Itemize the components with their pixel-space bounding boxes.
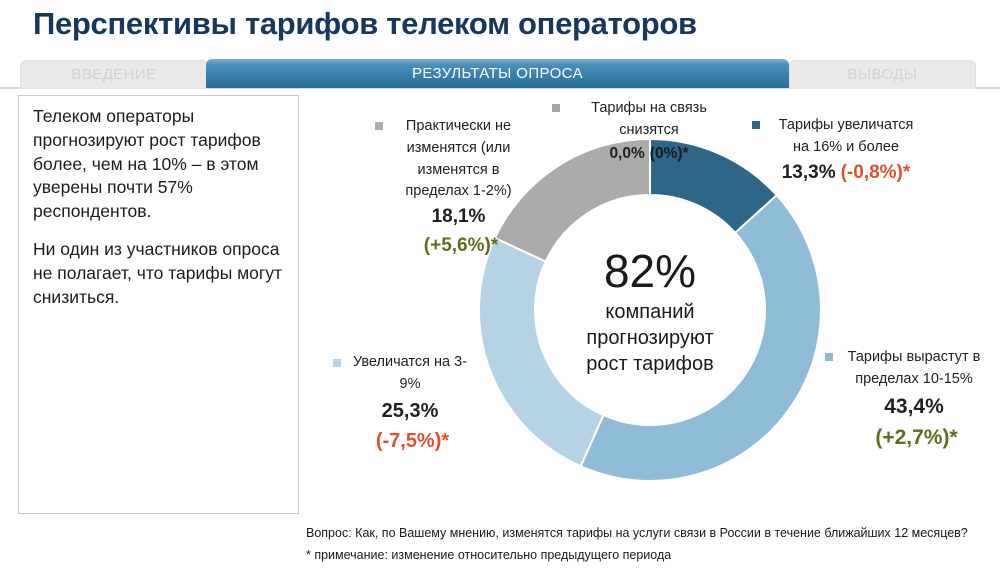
segment-name: Тарифы вырастут в пределах 10-15% xyxy=(847,349,981,387)
segment-change: (+5,6%)* xyxy=(423,234,499,256)
segment-change: (0%)* xyxy=(649,144,689,162)
segment-label-increase-16plus: Тарифы увеличатся на 16% и более 13,3% (-… xyxy=(752,115,924,187)
center-text: компаний прогнозируют рост тарифов xyxy=(586,300,714,376)
segment-name: Тарифы увеличатся на 16% и более xyxy=(778,117,914,155)
segment-value: 25,3% xyxy=(381,399,439,422)
segment-label-no-change: Практически не изменятся (или изменятся … xyxy=(375,116,525,260)
legend-marker-increase-3-9 xyxy=(333,359,341,367)
footnote-note: * примечание: изменение относительно пре… xyxy=(306,547,672,562)
legend-marker-increase-16plus xyxy=(752,121,760,129)
page-title: Перспективы тарифов телеком операторов xyxy=(33,6,697,41)
insight-paragraph-1: Телеком операторы прогнозируют рост тари… xyxy=(33,106,261,222)
tab-survey-results[interactable]: РЕЗУЛЬТАТЫ ОПРОСА xyxy=(206,59,789,88)
segment-change: (-0,8%)* xyxy=(840,161,911,183)
footnotes: Вопрос: Как, по Вашему мнению, изменятся… xyxy=(306,523,968,567)
center-value: 82% xyxy=(603,245,697,297)
donut-center-label: 82% компаний прогнозируют рост тарифов xyxy=(540,246,760,378)
insight-panel: Телеком операторы прогнозируют рост тари… xyxy=(18,95,299,514)
segment-label-decrease: Тарифы на связь снизятся 0,0% (0%)* xyxy=(552,98,732,165)
legend-marker-increase-10-15 xyxy=(825,353,833,361)
segment-change: (-7,5%)* xyxy=(375,429,450,452)
segment-label-increase-3-9: Увеличатся на 3-9% 25,3% (-7,5%)* xyxy=(333,352,473,456)
segment-value: 43,4% xyxy=(884,394,944,418)
segment-label-increase-10-15: Тарифы вырастут в пределах 10-15% 43,4% (… xyxy=(825,347,986,454)
segment-name: Увеличатся на 3-9% xyxy=(353,354,467,392)
tab-introduction[interactable]: ВВЕДЕНИЕ xyxy=(20,60,208,89)
segment-value: 18,1% xyxy=(431,206,486,227)
insight-paragraph-2: Ни один из участников опроса не полагает… xyxy=(33,238,283,307)
legend-marker-decrease xyxy=(552,104,560,112)
segment-value: 13,3% xyxy=(781,161,836,183)
tab-conclusions[interactable]: ВЫВОДЫ xyxy=(789,60,976,89)
segment-change: (+2,7%)* xyxy=(875,426,958,449)
segment-value: 0,0% xyxy=(609,144,645,162)
segment-name: Тарифы на связь снизятся xyxy=(591,100,707,138)
segment-name: Практически не изменятся (или изменятся … xyxy=(405,118,512,200)
legend-marker-no-change xyxy=(375,122,383,130)
footnote-question: Вопрос: Как, по Вашему мнению, изменятся… xyxy=(306,526,968,540)
tab-bar-divider xyxy=(0,87,1000,89)
donut-chart xyxy=(478,137,822,482)
